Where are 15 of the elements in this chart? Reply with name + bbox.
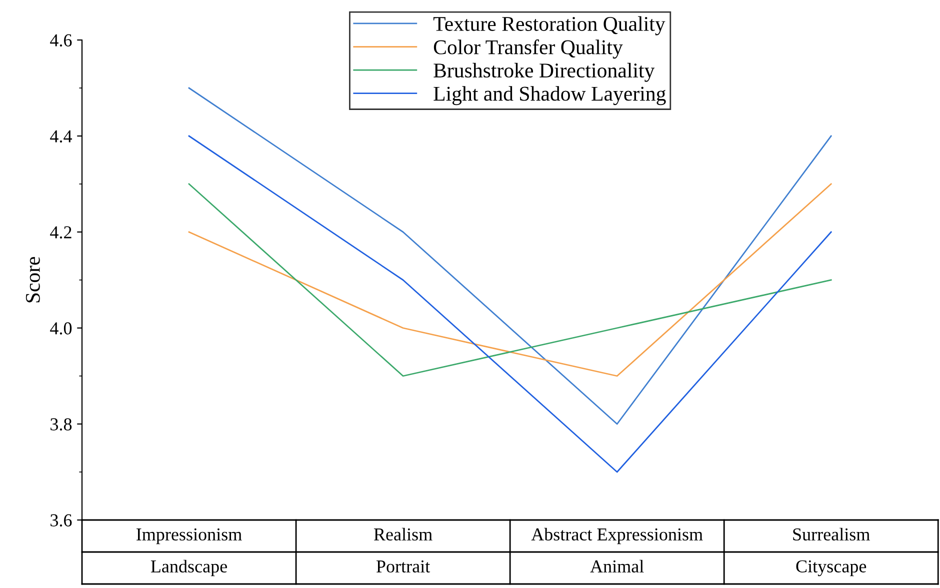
y-tick-label: 3.8 bbox=[50, 418, 72, 431]
x-tick-label: Impressionism Landscape bbox=[136, 528, 242, 576]
x-tick-label: Realism Portrait bbox=[374, 528, 432, 573]
legend-label: Brushstroke Directionality bbox=[434, 62, 655, 82]
y-tick-label: 3.6 bbox=[50, 514, 72, 527]
x-tick-label: Surrealism Cityscape bbox=[793, 528, 870, 576]
y-axis-title: Score bbox=[26, 257, 40, 302]
y-tick-label: 4.4 bbox=[50, 130, 72, 143]
legend-label: Color Transfer Quality bbox=[434, 39, 623, 59]
y-tick-label: 4.0 bbox=[50, 322, 72, 335]
legend-label: Light and Shadow Layering bbox=[434, 86, 666, 106]
x-tick-label: Abstract Expressionism Animal bbox=[531, 528, 703, 573]
y-tick-label: 4.6 bbox=[50, 34, 72, 47]
legend-label: Texture Restoration Quality bbox=[433, 16, 666, 36]
y-tick-label: 4.2 bbox=[50, 226, 72, 239]
